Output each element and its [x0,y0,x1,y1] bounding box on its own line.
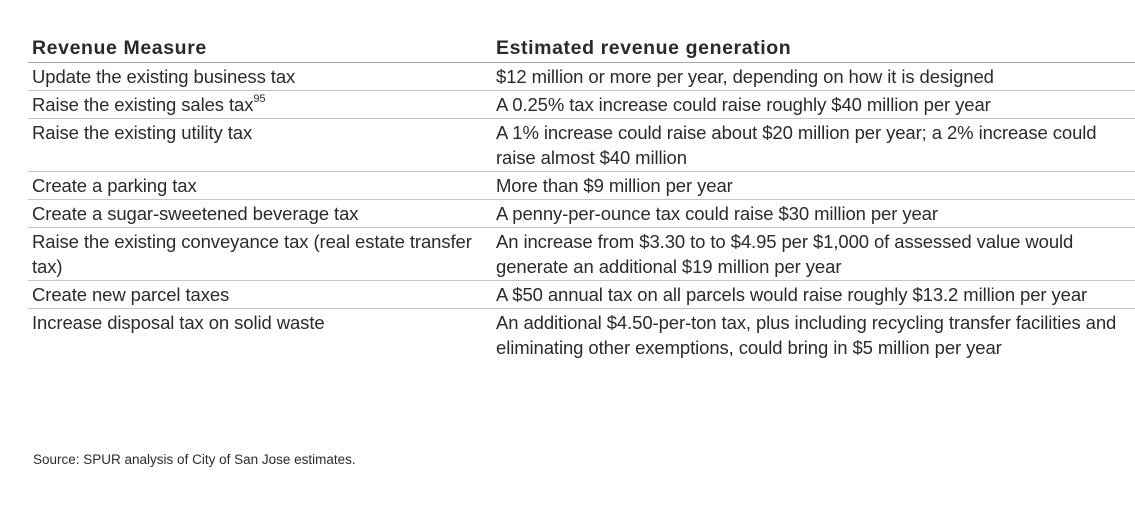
table-row: Increase disposal tax on solid waste An … [28,309,1135,362]
revenue-table-container: Revenue Measure Estimated revenue genera… [28,36,1135,361]
measure-cell: Update the existing business tax [28,62,492,91]
table-row: Create a parking tax More than $9 millio… [28,171,1135,200]
measure-cell: Raise the existing utility tax [28,118,492,172]
measure-cell: Create a sugar-sweetened beverage tax [28,199,492,228]
table-row: Raise the existing sales tax95 A 0.25% t… [28,90,1135,119]
estimate-cell: A 0.25% tax increase could raise roughly… [492,90,1135,119]
estimate-cell: A 1% increase could raise about $20 mill… [492,118,1135,172]
measure-cell: Create new parcel taxes [28,280,492,309]
estimate-cell: A penny-per-ounce tax could raise $30 mi… [492,199,1135,228]
estimate-cell: A $50 annual tax on all parcels would ra… [492,280,1135,309]
estimate-cell: $12 million or more per year, depending … [492,62,1135,91]
footnote-marker: 95 [253,92,266,105]
table-row: Raise the existing conveyance tax (real … [28,227,1135,281]
measure-cell: Create a parking tax [28,171,492,200]
revenue-table: Revenue Measure Estimated revenue genera… [28,36,1135,361]
measure-cell: Raise the existing conveyance tax (real … [28,227,492,281]
estimate-cell: An increase from $3.30 to to $4.95 per $… [492,227,1135,281]
measure-text: Raise the existing sales tax [32,94,254,115]
table-header-row: Revenue Measure Estimated revenue genera… [28,36,1135,63]
header-estimated-revenue: Estimated revenue generation [492,36,1135,63]
table-row: Update the existing business tax $12 mil… [28,62,1135,91]
measure-cell: Raise the existing sales tax95 [28,90,492,119]
header-revenue-measure: Revenue Measure [28,36,492,63]
estimate-cell: An additional $4.50-per-ton tax, plus in… [496,312,1117,358]
table-row: Raise the existing utility tax A 1% incr… [28,118,1135,172]
estimate-cell: More than $9 million per year [492,171,1135,200]
table-row: Create a sugar-sweetened beverage tax A … [28,199,1135,228]
measure-cell: Increase disposal tax on solid waste [32,312,325,333]
table-row: Create new parcel taxes A $50 annual tax… [28,280,1135,309]
source-note: Source: SPUR analysis of City of San Jos… [33,452,356,467]
